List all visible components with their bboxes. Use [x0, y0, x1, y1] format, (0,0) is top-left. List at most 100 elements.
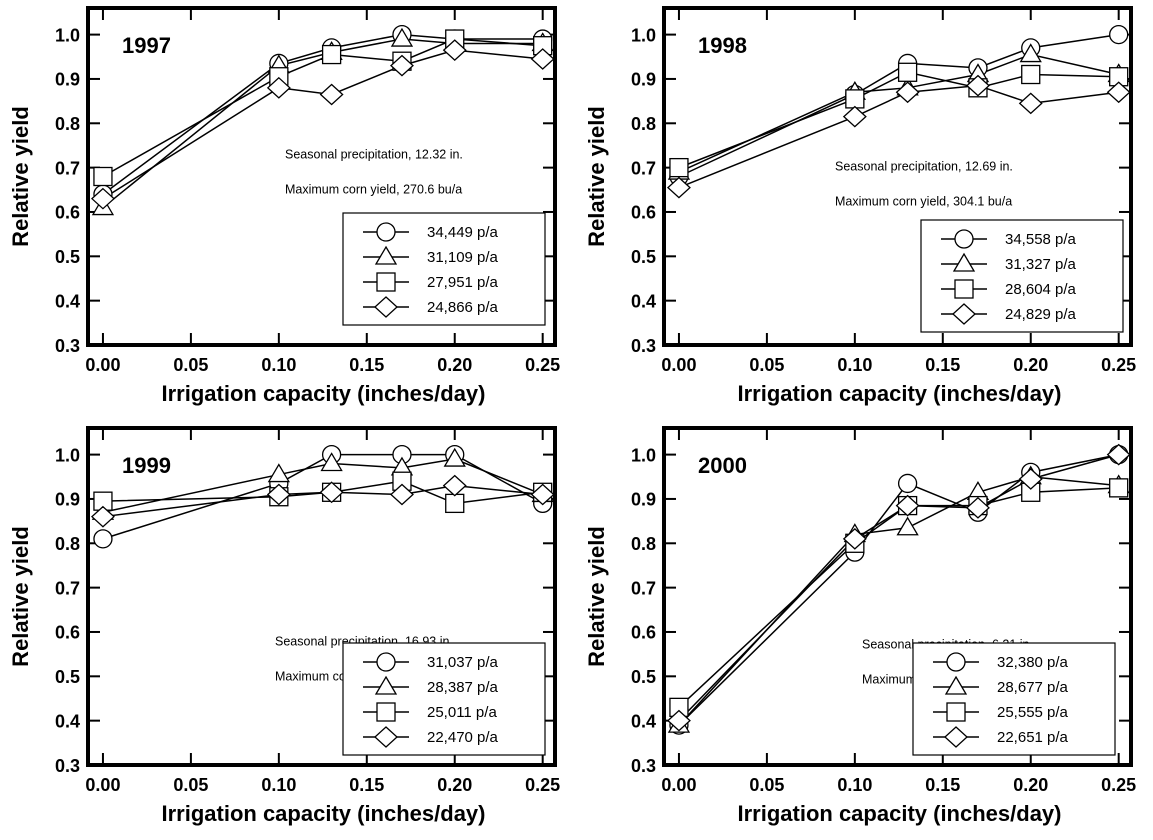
y-tick-label: 0.4	[55, 711, 80, 731]
data-point	[319, 481, 344, 504]
data-point	[445, 493, 465, 514]
legend-marker	[946, 702, 966, 722]
legend: 34,558 p/a 31,327 p/a 28,604 p/a 24,829 p/a	[920, 219, 1124, 333]
x-tick-label: 0.05	[173, 355, 208, 375]
series-line	[678, 453, 1119, 726]
x-axis-label: Irrigation capacity (inches/day)	[738, 381, 1062, 406]
series-line	[678, 33, 1119, 178]
y-tick-label: 0.4	[631, 711, 656, 731]
x-tick-label: 0.20	[1013, 775, 1048, 795]
x-tick-label: 0.15	[925, 355, 960, 375]
y-tick-label: 0.3	[55, 756, 80, 776]
legend-label: 22,651 p/a	[997, 729, 1069, 746]
legend-label: 32,380 p/a	[997, 654, 1069, 671]
x-axis-label: Irrigation capacity (inches/day)	[162, 801, 486, 826]
data-point	[321, 44, 342, 65]
data-point	[266, 76, 291, 99]
y-tick-label: 0.7	[631, 578, 656, 598]
series-line	[678, 453, 1119, 722]
data-point	[669, 157, 689, 178]
legend-label: 25,011 p/a	[427, 704, 497, 721]
x-tick-label: 0.00	[661, 355, 696, 375]
data-point	[1106, 81, 1131, 104]
series-line	[678, 84, 1119, 189]
data-point	[530, 48, 555, 70]
data-point	[666, 176, 691, 199]
legend-label: 34,558 p/a	[1005, 231, 1077, 248]
legend-marker	[376, 652, 396, 672]
legend-label: 22,470 p/a	[427, 729, 499, 746]
data-point	[895, 494, 920, 517]
data-point	[442, 474, 467, 497]
legend-marker	[376, 272, 396, 292]
y-tick-label: 0.7	[55, 158, 80, 178]
plot-frame	[662, 426, 1133, 767]
y-tick-label: 1.0	[631, 445, 656, 465]
legend: 32,380 p/a 28,677 p/a 25,555 p/a 22,651 p/a	[912, 642, 1116, 756]
data-point	[1106, 443, 1131, 466]
data-point	[895, 81, 920, 104]
x-tick-label: 0.25	[1101, 355, 1136, 375]
series-line	[102, 38, 543, 209]
legend-label: 28,387 p/a	[427, 679, 499, 696]
data-point	[90, 505, 115, 528]
y-tick-label: 0.7	[55, 578, 80, 598]
panel-year: 1997	[122, 33, 171, 58]
y-tick-label: 0.5	[631, 667, 656, 687]
annotation: Maximum corn yield, 270.6 bu/a	[285, 182, 462, 196]
legend-label: 24,866 p/a	[427, 299, 499, 316]
data-point	[897, 62, 918, 82]
legend-marker	[374, 675, 398, 695]
x-tick-label: 0.15	[349, 355, 384, 375]
series-line	[102, 38, 543, 178]
plot-frame	[86, 426, 557, 767]
legend-label: 28,604 p/a	[1005, 281, 1077, 298]
data-point	[1109, 24, 1129, 45]
legend-label: 34,449 p/a	[427, 224, 499, 241]
x-tick-label: 0.05	[173, 775, 208, 795]
y-tick-label: 0.4	[55, 291, 80, 311]
x-tick-label: 0.25	[525, 775, 560, 795]
legend-label: 31,037 p/a	[427, 654, 499, 671]
legend-marker	[374, 726, 398, 748]
y-tick-label: 0.5	[55, 667, 80, 687]
x-tick-label: 0.25	[525, 355, 560, 375]
legend: 31,037 p/a 28,387 p/a 25,011 p/a 22,470 p/a	[342, 642, 546, 756]
x-tick-label: 0.20	[437, 355, 472, 375]
legend-label: 31,327 p/a	[1005, 256, 1077, 273]
x-tick-label: 0.15	[349, 775, 384, 795]
panel: 0.3 0.4 0.5 0.6 0.7 0.8 0.9 1.0 0.00 0.05 0.10 0.15…	[8, 426, 560, 826]
data-point	[842, 527, 867, 550]
panel-year: 1999	[122, 453, 171, 478]
series-line	[678, 487, 1119, 708]
data-point	[896, 516, 919, 536]
y-tick-label: 0.9	[631, 70, 656, 90]
y-tick-label: 1.0	[55, 445, 80, 465]
series-line	[102, 453, 544, 540]
data-point	[390, 483, 414, 506]
legend-marker	[374, 245, 398, 265]
legend-marker	[376, 702, 396, 722]
annotation: Seasonal precipitation, 12.69 in.	[835, 159, 1013, 173]
x-tick-label: 0.20	[1013, 355, 1048, 375]
legend-marker	[944, 726, 968, 748]
data-point	[443, 447, 466, 467]
legend-marker	[954, 279, 974, 299]
y-tick-label: 1.0	[55, 25, 80, 45]
data-point	[842, 105, 867, 128]
y-axis-label: Relative yield	[8, 106, 33, 247]
panel-year: 2000	[698, 453, 747, 478]
y-tick-label: 0.4	[631, 291, 656, 311]
y-tick-label: 1.0	[631, 25, 656, 45]
data-point	[267, 463, 290, 483]
x-tick-label: 0.15	[925, 775, 960, 795]
x-axis-label: Irrigation capacity (inches/day)	[738, 801, 1062, 826]
x-tick-label: 0.00	[85, 775, 120, 795]
y-tick-label: 0.8	[631, 534, 656, 554]
x-tick-label: 0.05	[749, 775, 784, 795]
x-tick-label: 0.20	[437, 775, 472, 795]
data-point	[966, 74, 990, 97]
y-tick-label: 0.6	[631, 623, 656, 643]
annotation: Seasonal precipitation, 12.32 in.	[285, 147, 463, 161]
